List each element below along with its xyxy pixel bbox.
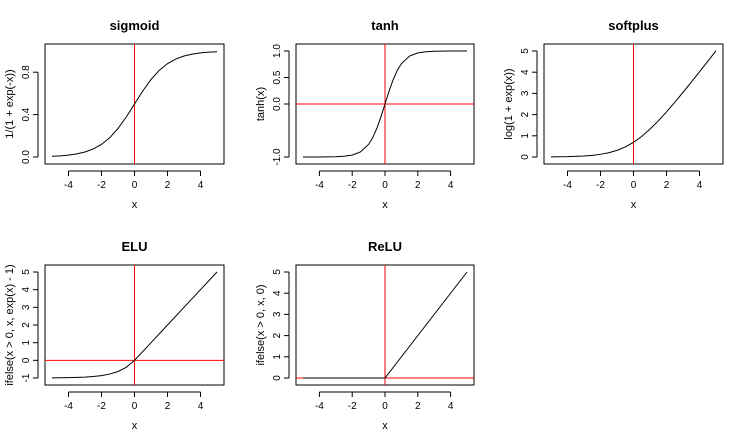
y-axis-label: tanh(x) (255, 87, 267, 121)
y-tick-label: 1 (272, 354, 283, 360)
y-tick-label: 0.0 (21, 150, 32, 164)
x-tick-label: -2 (348, 401, 357, 412)
x-axis-label: x (631, 199, 637, 211)
y-tick-label: 3 (520, 90, 531, 96)
y-axis-label: ifelse(x > 0, x, 0) (255, 284, 267, 365)
y-tick-label: -1 (21, 373, 32, 382)
x-tick-label: 4 (198, 401, 204, 412)
y-tick-label: 1.0 (272, 44, 283, 58)
chart-title: ELU (122, 239, 148, 254)
panel-elu: -4 -2 0 2 4 -1 0 1 2 3 4 5 ELU x ifelse(x > 0, x, exp(… (4, 239, 225, 432)
x-axis-label: x (132, 199, 138, 211)
x-tick-label: -2 (596, 180, 605, 191)
x-tick-label: -4 (315, 180, 324, 191)
x-axis-label: x (132, 420, 138, 432)
x-tick-label: 0 (382, 180, 388, 191)
chart-title: sigmoid (110, 18, 160, 33)
x-tick-label: 0 (132, 401, 138, 412)
x-tick-label: 0 (631, 180, 637, 191)
y-tick-label: 3 (272, 311, 283, 317)
panel-relu: -4 -2 0 2 4 0 1 2 3 4 5 ReLU x ifelse(x > 0, x, 0) (255, 239, 475, 432)
y-tick-label: 0.5 (272, 70, 283, 84)
panel-sigmoid: -4 -2 0 2 4 0.0 0.4 0.8 sigmoid x 1/(1 + exp(-x)) (4, 18, 225, 211)
y-tick-label: -1.0 (272, 148, 283, 166)
x-tick-label: -2 (348, 180, 357, 191)
chart-title: softplus (608, 18, 659, 33)
y-tick-label: 0.4 (21, 107, 32, 121)
y-tick-label: 3 (21, 304, 32, 310)
x-axis-label: x (382, 199, 388, 211)
series-line (550, 50, 717, 158)
x-tick-label: 2 (165, 180, 171, 191)
y-tick-label: 1 (21, 339, 32, 345)
series-line (51, 271, 218, 379)
y-tick-label: 4 (272, 290, 283, 296)
y-tick-label: 2 (21, 322, 32, 328)
x-axis-label: x (382, 420, 388, 432)
x-tick-label: -2 (97, 180, 106, 191)
x-tick-label: 2 (664, 180, 670, 191)
chart-title: tanh (371, 18, 399, 33)
x-tick-label: -4 (315, 401, 324, 412)
y-tick-label: 0.8 (21, 65, 32, 79)
x-tick-label: 4 (448, 180, 454, 191)
y-tick-label: 1 (520, 133, 531, 139)
y-tick-label: 2 (272, 332, 283, 338)
y-tick-label: 4 (520, 69, 531, 75)
x-tick-label: 4 (448, 401, 454, 412)
x-tick-label: 4 (198, 180, 204, 191)
x-tick-label: 0 (132, 180, 138, 191)
x-tick-label: 2 (415, 401, 421, 412)
series-line (302, 50, 468, 158)
y-tick-label: 5 (272, 269, 283, 275)
y-axis-label: log(1 + exp(x)) (503, 68, 515, 139)
y-tick-label: 2 (520, 111, 531, 117)
x-tick-label: 4 (697, 180, 703, 191)
y-tick-label: 5 (520, 48, 531, 54)
x-tick-label: -2 (97, 401, 106, 412)
x-tick-label: -4 (563, 180, 572, 191)
x-tick-label: 2 (165, 401, 171, 412)
y-axis-label: ifelse(x > 0, x, exp(x) - 1) (4, 264, 16, 385)
series-line (51, 51, 218, 157)
series-line (303, 271, 468, 379)
y-tick-label: 0 (520, 154, 531, 160)
y-tick-label: 5 (21, 269, 32, 275)
x-tick-label: -4 (64, 180, 73, 191)
y-tick-label: 0 (272, 375, 283, 381)
y-axis-label: 1/(1 + exp(-x)) (4, 69, 16, 138)
panel-tanh: -4 -2 0 2 4 -1.0 0.0 0.5 1.0 tanh x tanh(x) (255, 18, 475, 211)
y-tick-label: 0.0 (272, 97, 283, 111)
x-tick-label: -4 (64, 401, 73, 412)
chart-title: ReLU (368, 239, 402, 254)
panel-softplus: -4 -2 0 2 4 0 1 2 3 4 5 softplus x log(1 + exp(x)) (503, 18, 724, 211)
y-tick-label: 4 (21, 286, 32, 292)
y-tick-label: 0 (21, 357, 32, 363)
x-tick-label: 0 (382, 401, 388, 412)
x-tick-label: 2 (415, 180, 421, 191)
